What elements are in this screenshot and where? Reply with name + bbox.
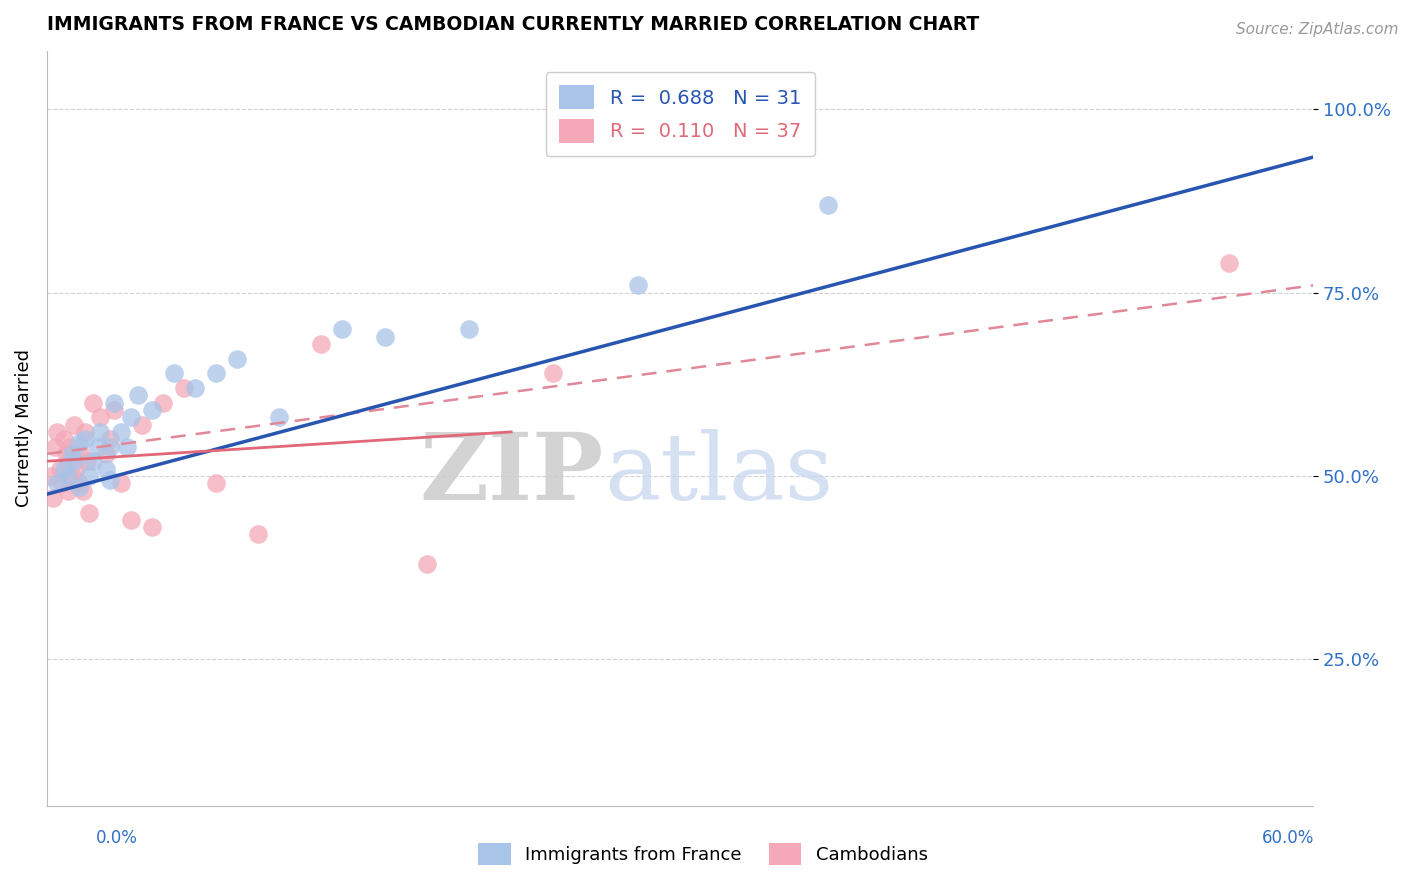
Point — [103, 395, 125, 409]
Point — [332, 322, 354, 336]
Point — [46, 425, 69, 439]
Point — [44, 440, 66, 454]
Point — [63, 454, 86, 468]
Point — [98, 473, 121, 487]
Point — [77, 506, 100, 520]
Point — [173, 381, 195, 395]
Point — [120, 513, 142, 527]
Point — [67, 436, 90, 450]
Y-axis label: Currently Married: Currently Married — [15, 350, 32, 508]
Point — [98, 432, 121, 446]
Point — [69, 447, 91, 461]
Point — [267, 410, 290, 425]
Point — [120, 410, 142, 425]
Point — [48, 461, 70, 475]
Point — [1218, 256, 1240, 270]
Point — [103, 403, 125, 417]
Point — [77, 468, 100, 483]
Point — [51, 476, 73, 491]
Point — [67, 480, 90, 494]
Point — [98, 440, 121, 454]
Point — [115, 440, 138, 454]
Point — [60, 468, 83, 483]
Point — [56, 454, 79, 468]
Point — [131, 417, 153, 432]
Point — [141, 403, 163, 417]
Point — [204, 476, 226, 491]
Point — [82, 454, 104, 468]
Point — [416, 557, 439, 571]
Point — [63, 417, 86, 432]
Text: 0.0%: 0.0% — [96, 829, 138, 847]
Legend: R =  0.688   N = 31, R =  0.110   N = 37: R = 0.688 N = 31, R = 0.110 N = 37 — [546, 72, 814, 156]
Point — [73, 432, 96, 446]
Text: ZIP: ZIP — [420, 428, 605, 518]
Point — [65, 461, 87, 475]
Point — [59, 440, 82, 454]
Point — [94, 461, 117, 475]
Point — [67, 476, 90, 491]
Point — [94, 447, 117, 461]
Point — [86, 440, 108, 454]
Point — [110, 476, 132, 491]
Point — [311, 337, 333, 351]
Point — [46, 476, 69, 491]
Point — [162, 366, 184, 380]
Point — [73, 425, 96, 439]
Point — [458, 322, 481, 336]
Point — [89, 425, 111, 439]
Point — [225, 351, 247, 366]
Point — [152, 395, 174, 409]
Point — [89, 410, 111, 425]
Point — [39, 468, 62, 483]
Point — [52, 461, 75, 475]
Point — [60, 447, 83, 461]
Point — [183, 381, 205, 395]
Point — [55, 447, 77, 461]
Legend: Immigrants from France, Cambodians: Immigrants from France, Cambodians — [471, 836, 935, 872]
Point — [82, 395, 104, 409]
Text: Source: ZipAtlas.com: Source: ZipAtlas.com — [1236, 22, 1399, 37]
Point — [42, 491, 65, 505]
Point — [76, 454, 98, 468]
Point — [204, 366, 226, 380]
Text: atlas: atlas — [605, 428, 834, 518]
Point — [141, 520, 163, 534]
Point — [246, 527, 269, 541]
Text: IMMIGRANTS FROM FRANCE VS CAMBODIAN CURRENTLY MARRIED CORRELATION CHART: IMMIGRANTS FROM FRANCE VS CAMBODIAN CURR… — [46, 15, 979, 34]
Point — [627, 278, 650, 293]
Point — [374, 329, 396, 343]
Point — [817, 198, 839, 212]
Point — [72, 483, 94, 498]
Point — [56, 483, 79, 498]
Point — [127, 388, 149, 402]
Point — [52, 432, 75, 446]
Point — [543, 366, 565, 380]
Text: 60.0%: 60.0% — [1263, 829, 1315, 847]
Point — [110, 425, 132, 439]
Point — [56, 468, 79, 483]
